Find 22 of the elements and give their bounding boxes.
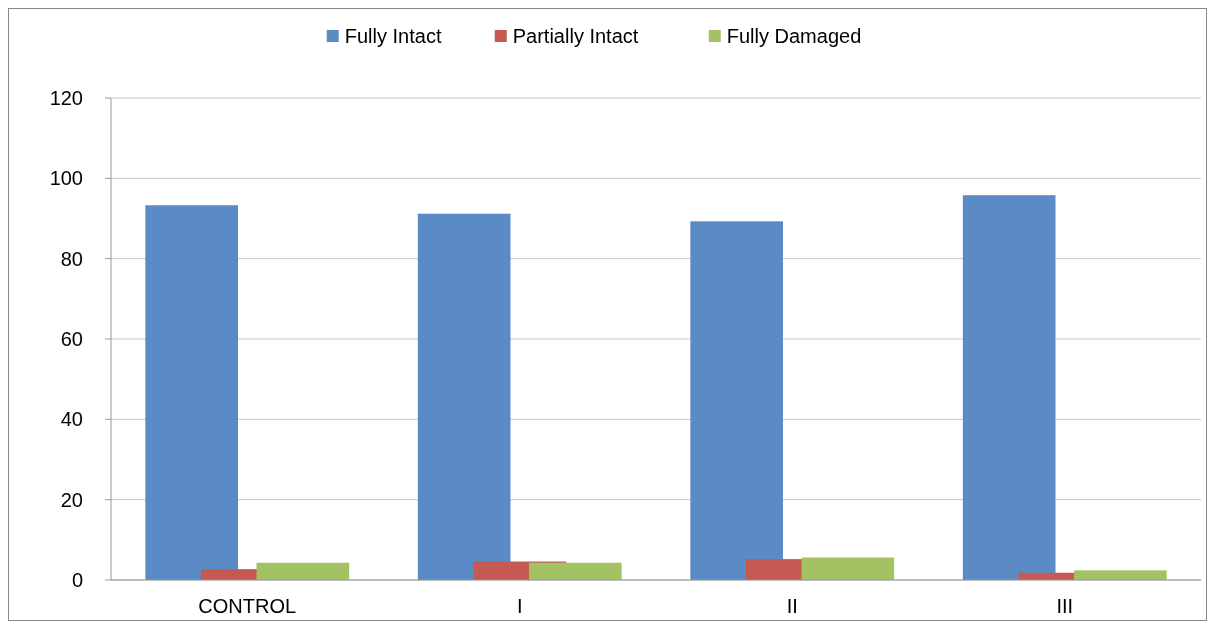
bar <box>529 562 622 580</box>
y-tick-label: 80 <box>60 247 83 270</box>
y-tick-label: 0 <box>71 569 83 591</box>
bar <box>962 195 1056 580</box>
x-tick-label: III <box>1056 595 1074 617</box>
y-tick-label: 100 <box>49 167 83 190</box>
legend-label: Partially Intact <box>512 25 639 47</box>
bar <box>145 205 238 580</box>
x-tick-label: II <box>786 595 798 617</box>
x-tick-label: I <box>516 595 523 617</box>
bar <box>417 213 511 580</box>
legend-label: Fully Intact <box>344 25 442 47</box>
y-tick-label: 120 <box>49 87 83 109</box>
bar <box>801 557 895 580</box>
y-tick-label: 60 <box>60 328 83 350</box>
legend-label: Fully Damaged <box>726 25 862 47</box>
bar <box>1074 570 1167 580</box>
bar <box>256 562 350 580</box>
bar <box>690 221 783 580</box>
y-tick-label: 20 <box>60 488 83 511</box>
y-tick-label: 40 <box>60 408 83 431</box>
x-tick-label: CONTROL <box>198 595 297 617</box>
